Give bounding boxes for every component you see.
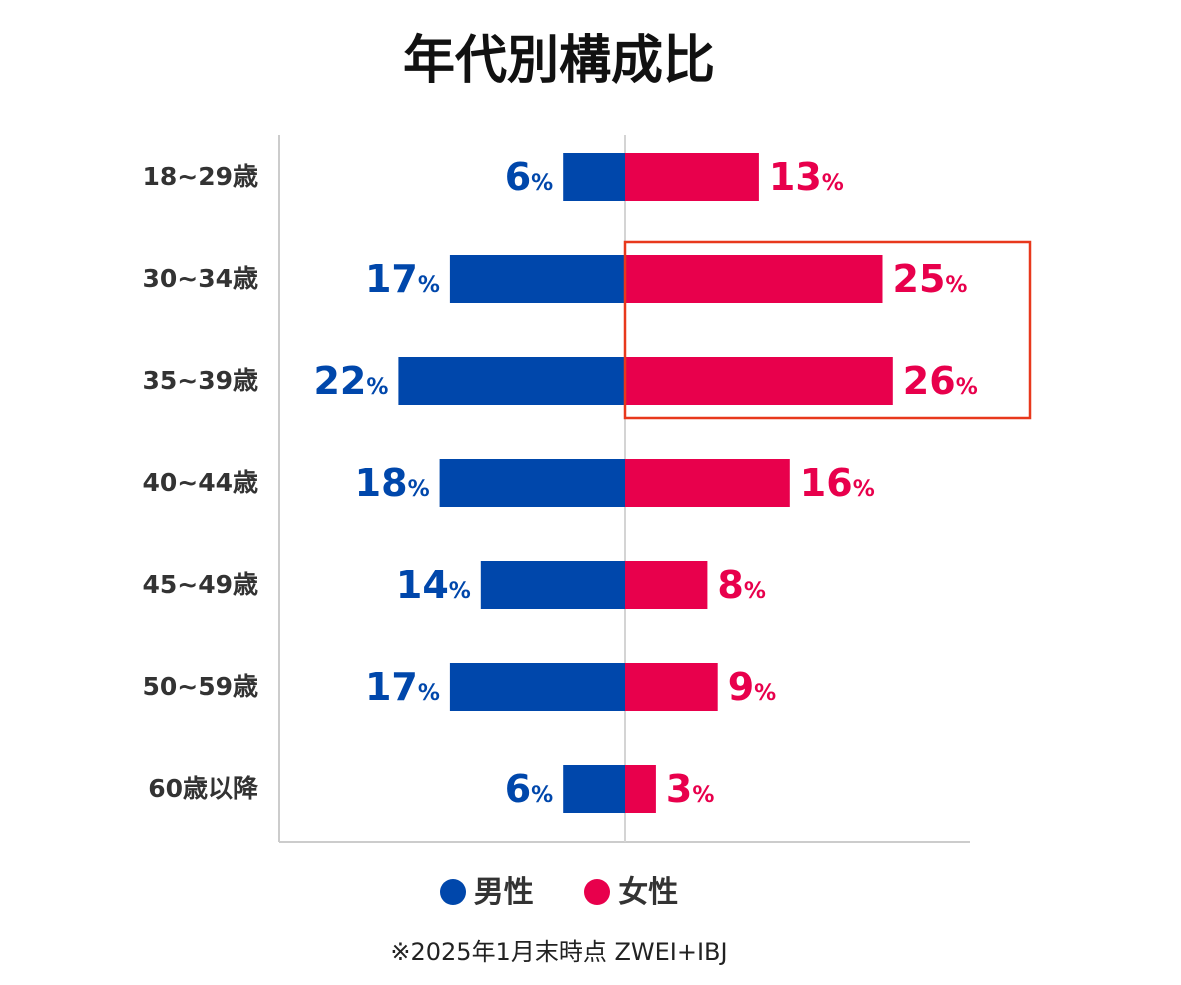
data-label-female: 3%: [665, 767, 715, 811]
bar-female: [625, 765, 656, 813]
chart-title: 年代別構成比: [402, 31, 715, 91]
bar-male: [480, 561, 625, 609]
bar-male: [449, 255, 625, 303]
data-label-male: 17%: [364, 665, 440, 709]
data-label-female: 8%: [717, 563, 766, 607]
legend-item-female: 女性: [584, 867, 678, 911]
legend-label-male: 男性: [473, 875, 534, 910]
bar-male: [439, 459, 625, 507]
legend: 男性 女性: [0, 867, 1118, 911]
bar-female: [625, 459, 790, 507]
bar-male: [449, 663, 625, 711]
data-label-female: 13%: [768, 155, 844, 199]
bar-female: [625, 663, 718, 711]
category-label: 45~49歳: [142, 570, 258, 599]
data-label-female: 9%: [727, 665, 777, 709]
bar-female: [625, 561, 708, 609]
bar-female: [625, 255, 883, 303]
data-label-male: 14%: [395, 563, 471, 607]
highlight-box: [623, 240, 1032, 420]
category-label: 60歳以降: [148, 774, 258, 803]
legend-label-female: 女性: [618, 875, 679, 910]
bar-female: [625, 357, 893, 405]
data-label-female: 16%: [799, 461, 875, 505]
data-label-male: 18%: [354, 461, 430, 505]
category-label: 50~59歳: [142, 672, 258, 701]
bar-male: [563, 153, 625, 201]
bar-female: [625, 153, 759, 201]
data-label-male: 6%: [504, 155, 554, 199]
category-label: 30~34歳: [142, 264, 258, 293]
category-label: 40~44歳: [142, 468, 258, 497]
source-note: ※2025年1月末時点 ZWEI+IBJ: [390, 938, 728, 966]
legend-dot-female: [584, 879, 611, 905]
category-label: 18~29歳: [142, 162, 258, 191]
bar-male: [398, 357, 625, 405]
legend-dot-male: [439, 879, 466, 905]
bar-male: [563, 765, 625, 813]
data-label-male: 6%: [504, 767, 554, 811]
data-label-male: 17%: [364, 257, 440, 301]
data-label-female: 25%: [892, 257, 968, 301]
data-label-male: 22%: [313, 359, 389, 403]
data-label-female: 26%: [902, 359, 978, 403]
category-label: 35~39歳: [142, 366, 258, 395]
legend-item-male: 男性: [439, 867, 534, 911]
